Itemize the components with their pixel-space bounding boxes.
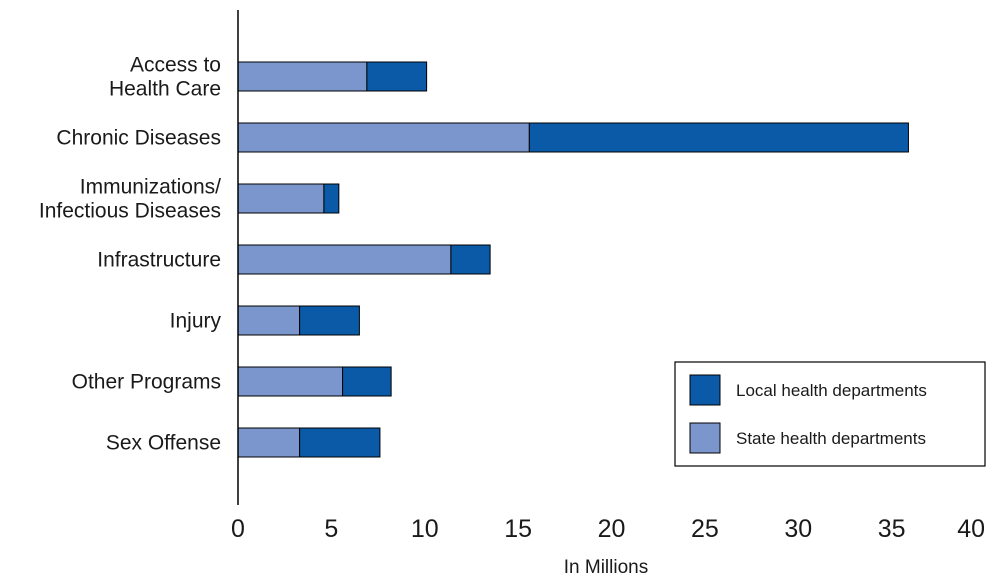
x-tick-labels: 0 5 10 15 20 25 30 35 40 xyxy=(231,515,985,543)
category-label-line: Other Programs xyxy=(72,371,221,394)
legend-label-state: State health departments xyxy=(736,429,926,448)
x-tick-label-35: 35 xyxy=(878,515,906,543)
category-label-line: Immunizations/ xyxy=(80,176,221,199)
bar-state-1 xyxy=(237,122,530,153)
category-label-line: Infectious Diseases xyxy=(39,200,221,223)
category-label-line: Access to xyxy=(130,54,221,77)
x-tick-label-40: 40 xyxy=(957,515,985,543)
legend-label-local: Local health departments xyxy=(736,381,927,400)
category-label-line: Injury xyxy=(170,310,222,333)
bar-state-4 xyxy=(237,305,301,336)
category-labels: Access to Health Care Chronic Diseases Immu… xyxy=(39,54,222,455)
category-label-0: Access to Health Care xyxy=(109,54,221,101)
category-label-1: Chronic Diseases xyxy=(56,127,221,150)
x-tick-label-10: 10 xyxy=(411,515,439,543)
bar-state-3 xyxy=(237,244,452,275)
bar-local-3 xyxy=(450,244,491,275)
legend-box xyxy=(674,361,986,467)
bar-state-5 xyxy=(237,366,344,397)
category-label-line: Chronic Diseases xyxy=(56,127,221,150)
bar-state-0 xyxy=(237,61,368,92)
x-axis-label: In Millions xyxy=(564,557,648,578)
x-tick-label-25: 25 xyxy=(691,515,719,543)
legend-swatch-local xyxy=(689,374,721,406)
legend: Local health departments State health de… xyxy=(674,361,986,467)
bar-state-2 xyxy=(237,183,325,214)
x-tick-label-15: 15 xyxy=(504,515,532,543)
bar-local-1 xyxy=(528,122,909,153)
category-label-3: Infrastructure xyxy=(97,249,221,272)
x-tick-label-20: 20 xyxy=(598,515,626,543)
category-label-line: Health Care xyxy=(109,78,221,101)
x-tick-label-5: 5 xyxy=(324,515,338,543)
category-label-line: Sex Offense xyxy=(106,432,221,455)
bar-local-0 xyxy=(366,61,428,92)
bar-local-6 xyxy=(299,427,381,458)
category-label-5: Other Programs xyxy=(72,371,221,394)
x-tick-label-0: 0 xyxy=(231,515,245,543)
legend-swatch-state xyxy=(689,422,721,454)
bar-local-2 xyxy=(323,183,340,214)
bar-local-4 xyxy=(299,305,360,336)
category-label-2: Immunizations/Infectious Diseases xyxy=(39,176,221,223)
category-label-4: Injury xyxy=(170,310,222,333)
x-tick-label-30: 30 xyxy=(784,515,812,543)
bars-group xyxy=(237,61,909,458)
category-label-line: Infrastructure xyxy=(97,249,221,272)
category-label-6: Sex Offense xyxy=(106,432,221,455)
bar-local-5 xyxy=(342,366,392,397)
bar-state-6 xyxy=(237,427,301,458)
